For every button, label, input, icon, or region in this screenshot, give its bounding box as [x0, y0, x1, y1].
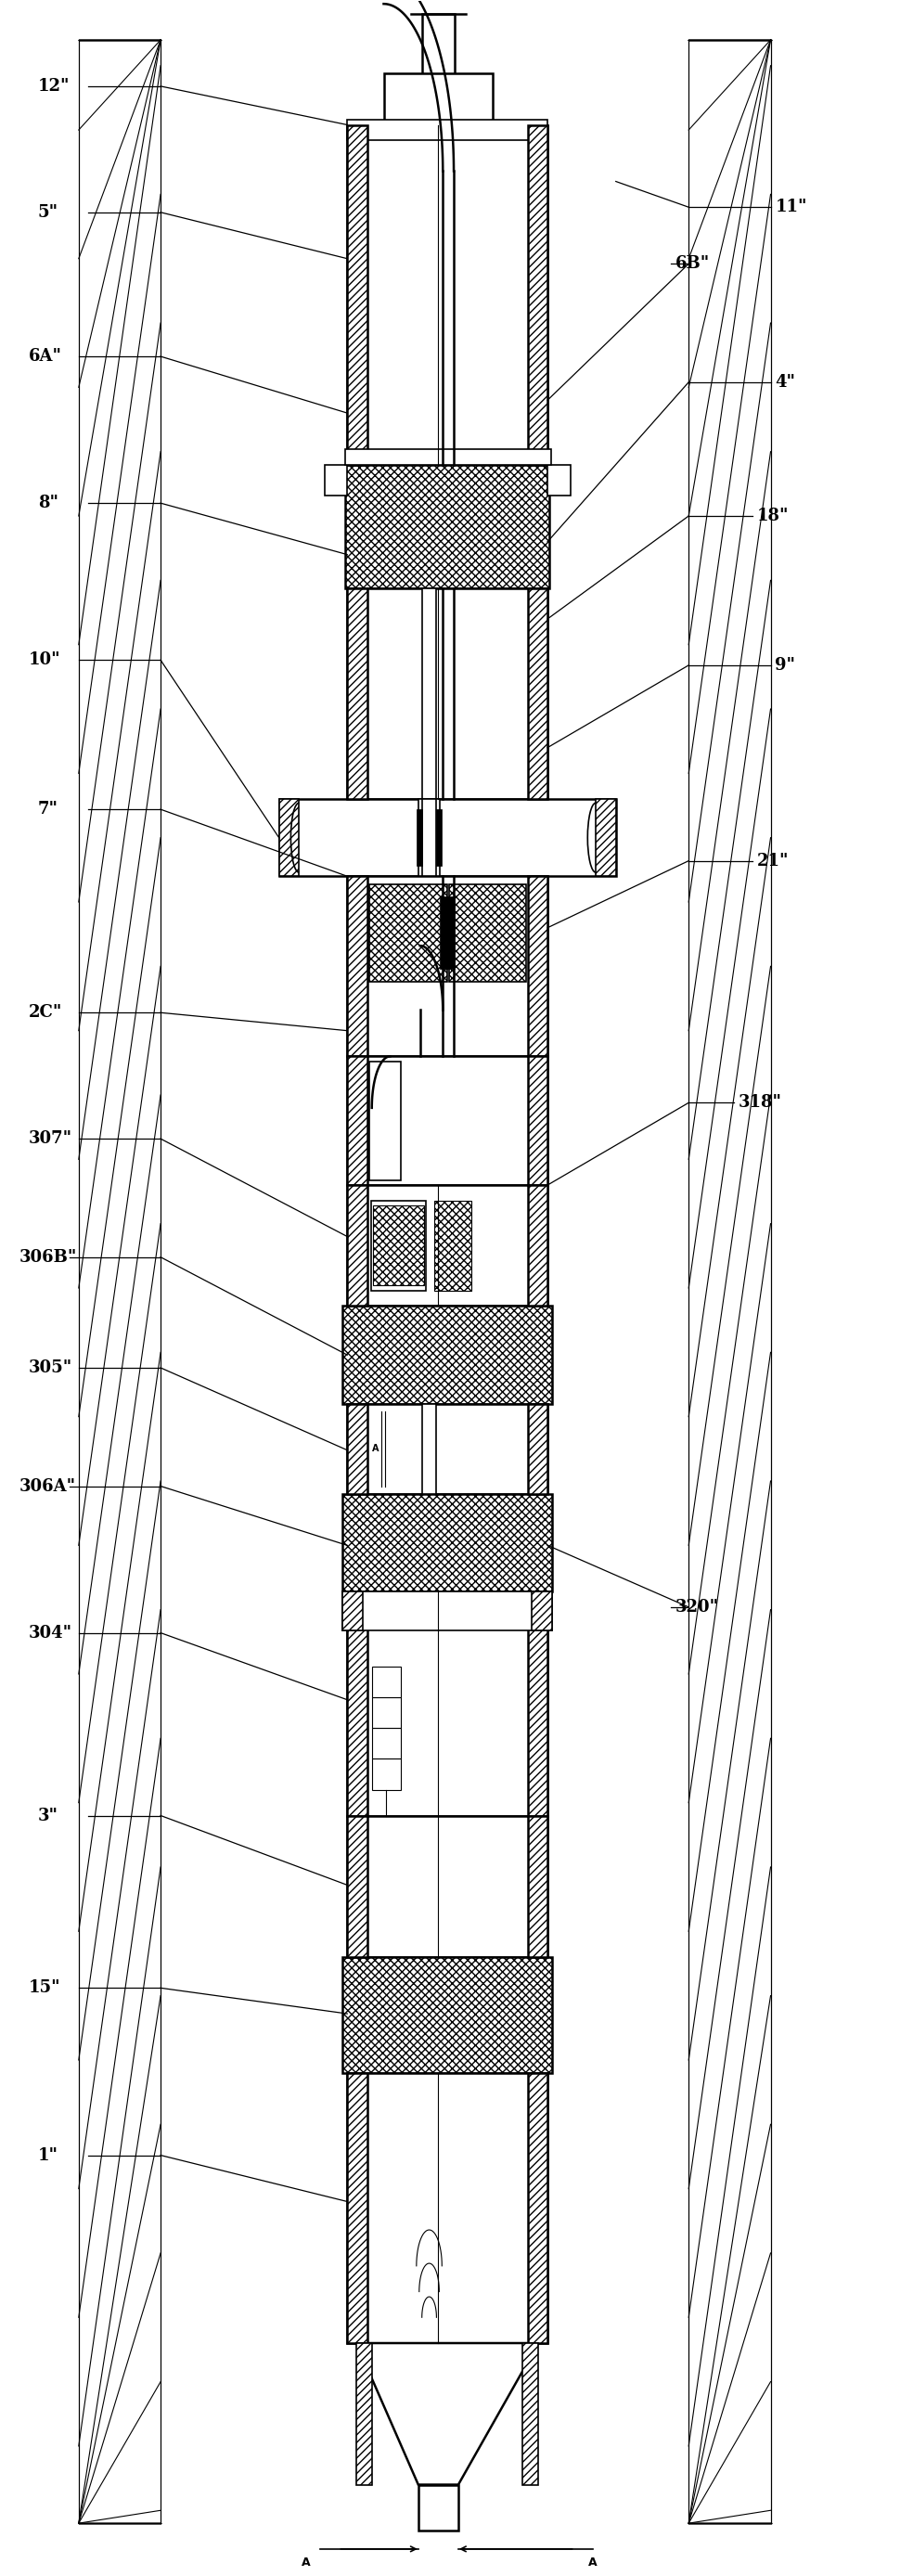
Bar	[324, 464, 347, 495]
Bar	[528, 2074, 548, 2344]
Bar	[347, 1816, 367, 1958]
Bar	[347, 1185, 548, 1306]
Bar	[383, 72, 493, 124]
Bar	[418, 799, 440, 876]
Bar	[373, 1206, 424, 1285]
Bar	[342, 1494, 552, 1592]
Bar	[345, 448, 551, 464]
Bar	[532, 1592, 552, 1631]
Bar	[347, 1404, 548, 1494]
Bar	[347, 2074, 548, 2344]
Bar	[342, 1592, 362, 1631]
Bar	[347, 1816, 548, 1958]
Text: 304": 304"	[28, 1625, 72, 1641]
Bar	[688, 39, 771, 2524]
Text: 12": 12"	[37, 77, 69, 95]
Text: 306B": 306B"	[19, 1249, 78, 1265]
Bar	[347, 118, 548, 139]
Text: 10": 10"	[28, 652, 61, 667]
Bar	[528, 124, 548, 464]
Bar	[356, 2344, 373, 2486]
Bar	[347, 1185, 367, 1306]
Bar	[347, 587, 548, 799]
Bar	[372, 1759, 401, 1790]
Text: 2C": 2C"	[28, 1005, 62, 1020]
Bar	[347, 876, 367, 1056]
Text: 8": 8"	[37, 495, 58, 513]
Text: 318": 318"	[739, 1095, 782, 1110]
Bar	[435, 1200, 471, 1291]
Bar	[279, 799, 299, 876]
Bar	[347, 587, 367, 799]
Bar	[528, 1185, 548, 1306]
Bar	[596, 799, 616, 876]
Text: 21": 21"	[757, 853, 789, 868]
Bar	[528, 587, 548, 799]
Bar	[347, 124, 367, 464]
Text: 11": 11"	[775, 198, 807, 216]
Bar	[449, 884, 526, 981]
Bar	[548, 464, 571, 495]
Bar	[345, 464, 550, 587]
Text: 15": 15"	[28, 1978, 61, 1996]
Bar	[347, 1056, 548, 1185]
Bar	[436, 809, 442, 866]
Bar	[528, 1816, 548, 1958]
Bar	[422, 799, 436, 876]
Bar	[528, 876, 548, 1056]
Bar	[422, 13, 455, 77]
Bar	[372, 1728, 401, 1759]
Text: A: A	[302, 2558, 310, 2568]
Bar	[416, 809, 422, 866]
Bar	[447, 896, 455, 969]
Bar	[279, 799, 616, 876]
Text: 6A": 6A"	[28, 348, 62, 366]
Bar	[528, 1404, 548, 1494]
Bar	[347, 1592, 367, 1816]
Bar	[528, 1056, 548, 1185]
Text: A: A	[589, 2558, 597, 2568]
Bar	[528, 1592, 548, 1816]
Bar	[342, 1306, 552, 1404]
Bar	[422, 587, 436, 799]
Text: 9": 9"	[775, 657, 795, 672]
Text: A: A	[372, 1445, 379, 1453]
Bar	[342, 1592, 552, 1631]
Bar	[347, 2074, 367, 2344]
Text: 7": 7"	[37, 801, 58, 817]
Text: 18": 18"	[757, 507, 789, 526]
Text: 305": 305"	[28, 1360, 72, 1376]
Bar	[347, 1056, 367, 1185]
Text: 320": 320"	[675, 1600, 719, 1615]
Bar	[347, 1404, 367, 1494]
Bar	[347, 1592, 548, 1816]
Bar	[422, 1404, 436, 1494]
Bar	[371, 1200, 425, 1291]
Text: 4": 4"	[775, 374, 795, 392]
Bar	[342, 1958, 552, 2074]
Polygon shape	[356, 2344, 539, 2486]
Text: 307": 307"	[28, 1131, 72, 1146]
Text: 3": 3"	[37, 1808, 58, 1824]
Bar	[372, 1667, 401, 1698]
Text: 5": 5"	[37, 204, 58, 222]
Text: 306A": 306A"	[19, 1479, 76, 1494]
Bar	[522, 2344, 539, 2486]
Bar	[347, 876, 548, 1056]
Text: 1": 1"	[37, 2146, 58, 2164]
Bar	[418, 2486, 458, 2532]
Bar	[347, 124, 548, 464]
Bar	[440, 896, 447, 969]
Text: 6B": 6B"	[675, 255, 709, 273]
Bar	[79, 39, 161, 2524]
Bar	[372, 1698, 401, 1728]
Bar	[369, 884, 447, 981]
Bar	[369, 1061, 401, 1180]
